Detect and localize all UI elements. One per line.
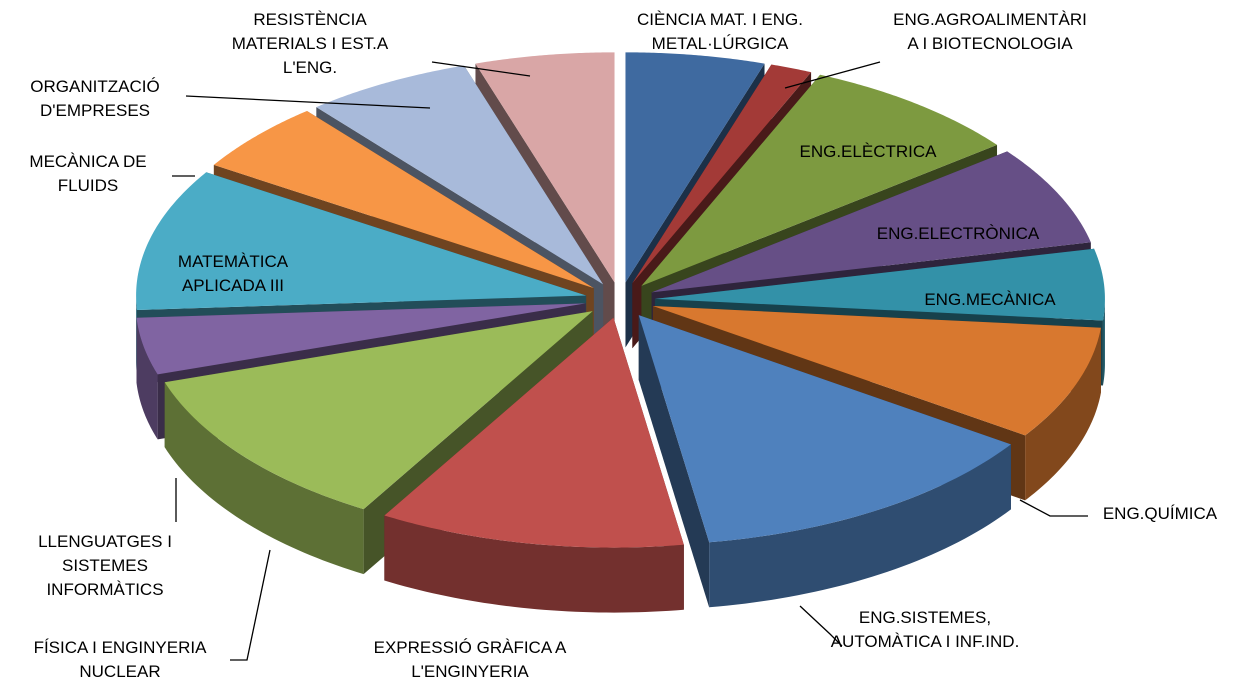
slice-top: [652, 306, 1101, 436]
slice-label: ENG.ELÈCTRICA: [799, 142, 937, 161]
slice-label: ORGANITZACIÓ D'EMPRESES: [30, 77, 160, 120]
slice-top: [641, 74, 998, 286]
slice-label: ENG.AGROALIMENTÀRIA I BIOTECNOLOGIA: [893, 10, 1087, 53]
slice-label: ENG.QUÍMICA: [1102, 504, 1218, 523]
slice-label: ENG.ELECTRÒNICA: [876, 224, 1040, 243]
leader-line: [784, 61, 881, 89]
slice-label: LLENGUATGES I SISTEMES INFORMÀTICS: [38, 532, 172, 599]
slice-label: MATEMÀTICA APLICADA III: [177, 252, 289, 295]
slice-top: [136, 172, 587, 310]
slice-top: [213, 110, 594, 289]
slice-top: [654, 248, 1105, 321]
slice-top: [651, 151, 1091, 293]
leader-line: [799, 605, 843, 647]
slice-label: MECÀNICA DE FLUIDS: [29, 152, 147, 195]
slice-side: [384, 515, 684, 613]
slice-label: ENG.SISTEMES, AUTOMÀTICA I INF.IND.: [830, 608, 1020, 651]
leader-line: [185, 95, 431, 109]
pie-slice: [638, 315, 1011, 608]
slice-top: [475, 52, 615, 283]
slice-side: [1102, 298, 1105, 386]
slice-side: [709, 444, 1011, 608]
pie-slice: [384, 317, 684, 613]
slice-top: [632, 64, 812, 284]
slice-side: [164, 382, 364, 575]
slice-side: [1025, 327, 1101, 501]
slice-wall: [638, 315, 710, 608]
leader-line: [230, 549, 271, 661]
slice-label: FÍSICA I ENGINYERIA NUCLEAR: [33, 638, 207, 681]
leader-line: [431, 61, 531, 77]
leader-line: [1019, 499, 1088, 517]
slice-top: [625, 52, 765, 283]
slice-side: [136, 317, 158, 440]
slice-top: [164, 311, 593, 510]
slice-top: [316, 65, 604, 285]
slice-label: RESISTÈNCIA MATERIALS I EST.A L'ENG.: [231, 10, 389, 77]
slice-top: [136, 303, 586, 375]
slice-label: ENG.MECÀNICA: [924, 290, 1056, 309]
slice-top: [384, 317, 684, 548]
slice-label: CIÈNCIA MAT. I ENG. METAL·LÚRGICA: [637, 10, 803, 53]
slice-top: [638, 315, 1011, 543]
slice-label: EXPRESSIÓ GRÀFICA A L'ENGINYERIA: [373, 638, 567, 681]
